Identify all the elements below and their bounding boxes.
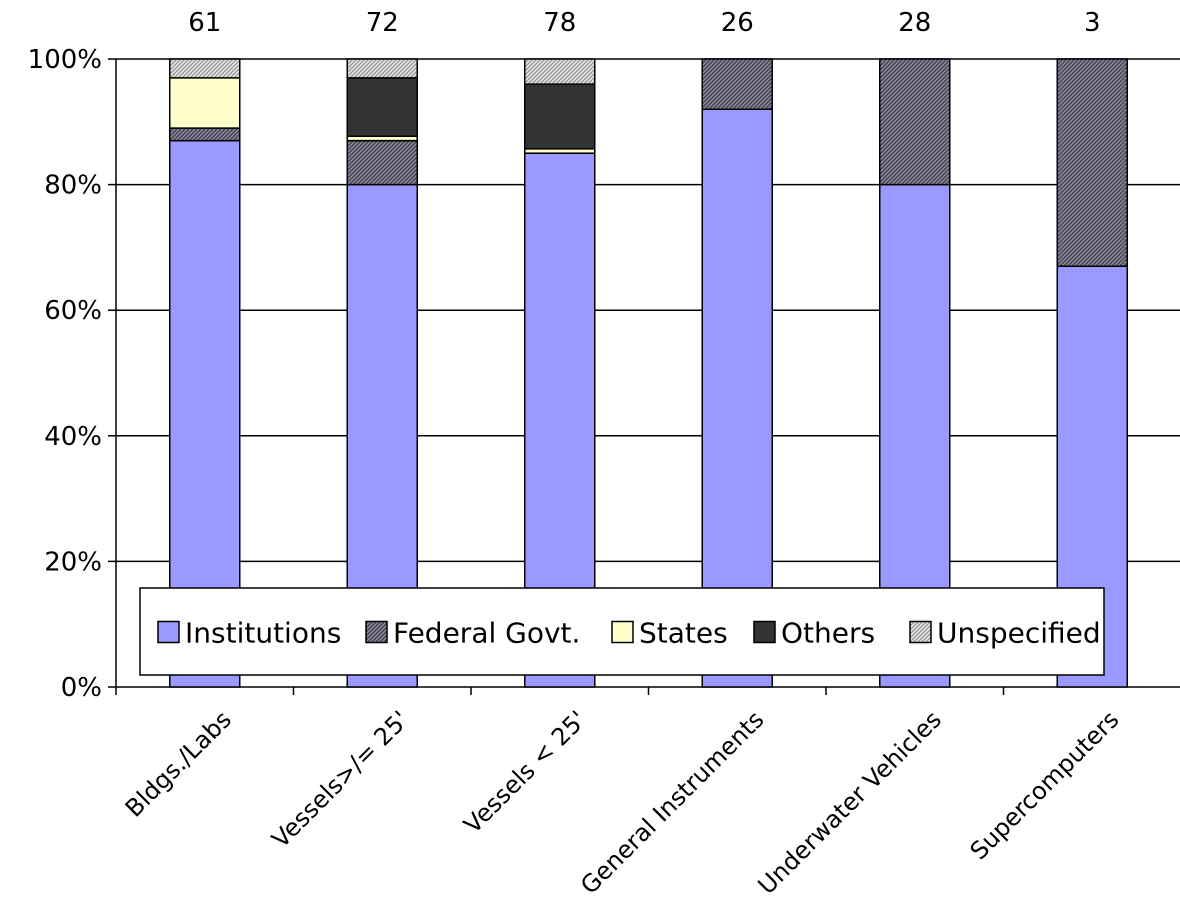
x-tick-label: Vessels>/= 25'	[266, 705, 414, 853]
legend-label: Institutions	[185, 617, 341, 650]
bar-segment-unspecified	[525, 59, 595, 84]
y-tick-label: 20%	[44, 547, 102, 577]
legend-label: Unspecified	[937, 617, 1101, 650]
bar-segment-federal	[170, 128, 240, 141]
legend-label: Others	[781, 617, 875, 650]
bar-segment-federal	[880, 59, 950, 185]
legend-swatch-others	[754, 622, 775, 643]
total-labels: 61 72 78 26 28 3	[188, 8, 1100, 38]
total-label: 72	[366, 8, 399, 38]
total-label: 26	[721, 8, 754, 38]
bar-segment-states	[170, 78, 240, 128]
bar-segment-others	[525, 84, 595, 149]
total-label: 61	[188, 8, 221, 38]
bar-segment-federal	[347, 141, 417, 185]
x-tick-label: Supercomputers	[965, 705, 1125, 865]
x-tick-label: Underwater Vehicles	[753, 705, 947, 899]
legend: Institutions Federal Govt. States Others Uns…	[140, 588, 1104, 675]
legend-swatch-institutions	[158, 622, 179, 643]
x-tick-label: Bldgs./Labs	[120, 705, 237, 822]
y-tick-label: 60%	[44, 296, 102, 326]
legend-label: States	[639, 617, 728, 650]
y-tick-label: 80%	[44, 171, 102, 201]
legend-swatch-federal	[366, 622, 387, 643]
total-label: 28	[898, 8, 931, 38]
bar-segment-others	[347, 78, 417, 136]
x-tick-label: General Instruments	[575, 705, 769, 899]
legend-swatch-states	[612, 622, 633, 643]
total-label: 78	[543, 8, 576, 38]
legend-swatch-unspecified	[910, 622, 931, 643]
bar-segment-federal	[1057, 59, 1127, 266]
bar-segment-unspecified	[170, 59, 240, 78]
y-tick-label: 40%	[44, 422, 102, 452]
total-label: 3	[1084, 8, 1101, 38]
y-tick-label: 0%	[61, 673, 102, 703]
y-tick-label: 100%	[28, 45, 102, 75]
x-tick-label: Vessels < 25'	[459, 705, 592, 838]
y-tick-labels: 0% 20% 40% 60% 80% 100%	[28, 45, 102, 703]
bar-segment-unspecified	[347, 59, 417, 78]
x-tick-labels: Bldgs./Labs Vessels>/= 25' Vessels < 25'Ge…	[120, 705, 1125, 899]
bar-segment-federal	[702, 59, 772, 109]
gridlines	[116, 59, 1180, 561]
legend-label: Federal Govt.	[393, 617, 580, 650]
